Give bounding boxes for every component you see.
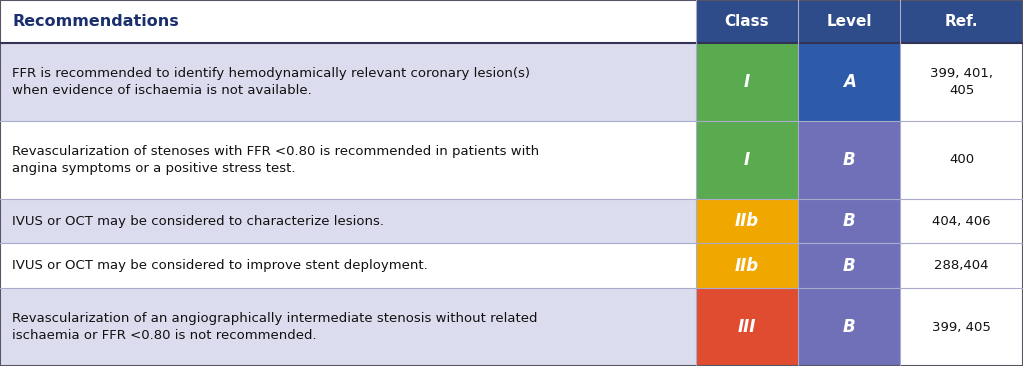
Bar xyxy=(0,121,696,199)
Bar xyxy=(696,288,798,366)
Bar xyxy=(900,243,1023,288)
Text: 399, 405: 399, 405 xyxy=(932,321,991,333)
Bar xyxy=(0,243,696,288)
Text: 404, 406: 404, 406 xyxy=(932,214,991,228)
Text: B: B xyxy=(843,212,855,230)
Bar xyxy=(0,199,696,243)
Text: IIb: IIb xyxy=(735,257,759,275)
Text: Ref.: Ref. xyxy=(945,14,978,29)
Bar xyxy=(900,288,1023,366)
Text: 399, 401,
405: 399, 401, 405 xyxy=(930,67,993,97)
Bar xyxy=(0,43,696,121)
Bar xyxy=(900,199,1023,243)
Text: Revascularization of stenoses with FFR <0.80 is recommended in patients with
ang: Revascularization of stenoses with FFR <… xyxy=(12,145,539,175)
Text: FFR is recommended to identify hemodynamically relevant coronary lesion(s)
when : FFR is recommended to identify hemodynam… xyxy=(12,67,530,97)
Bar xyxy=(696,121,798,199)
Text: IVUS or OCT may be considered to improve stent deployment.: IVUS or OCT may be considered to improve… xyxy=(12,259,428,272)
Text: Recommendations: Recommendations xyxy=(12,14,179,29)
Text: 288,404: 288,404 xyxy=(934,259,989,272)
Bar xyxy=(696,199,798,243)
Bar xyxy=(798,0,900,43)
Text: B: B xyxy=(843,151,855,169)
Text: A: A xyxy=(843,73,855,91)
Bar xyxy=(900,0,1023,43)
Text: Level: Level xyxy=(827,14,872,29)
Text: III: III xyxy=(738,318,756,336)
Bar xyxy=(900,121,1023,199)
Bar xyxy=(696,43,798,121)
Text: B: B xyxy=(843,257,855,275)
Text: Class: Class xyxy=(724,14,769,29)
Text: 400: 400 xyxy=(949,153,974,167)
Bar xyxy=(900,43,1023,121)
Text: IVUS or OCT may be considered to characterize lesions.: IVUS or OCT may be considered to charact… xyxy=(12,214,385,228)
Bar xyxy=(798,288,900,366)
Bar xyxy=(798,43,900,121)
Bar xyxy=(798,121,900,199)
Bar xyxy=(798,243,900,288)
Text: Revascularization of an angiographically intermediate stenosis without related
i: Revascularization of an angiographically… xyxy=(12,312,538,342)
Text: B: B xyxy=(843,318,855,336)
Bar xyxy=(798,199,900,243)
Text: IIb: IIb xyxy=(735,212,759,230)
Text: I: I xyxy=(744,73,750,91)
Bar xyxy=(696,0,798,43)
Bar xyxy=(0,0,696,43)
Text: I: I xyxy=(744,151,750,169)
Bar xyxy=(0,288,696,366)
Bar xyxy=(696,243,798,288)
